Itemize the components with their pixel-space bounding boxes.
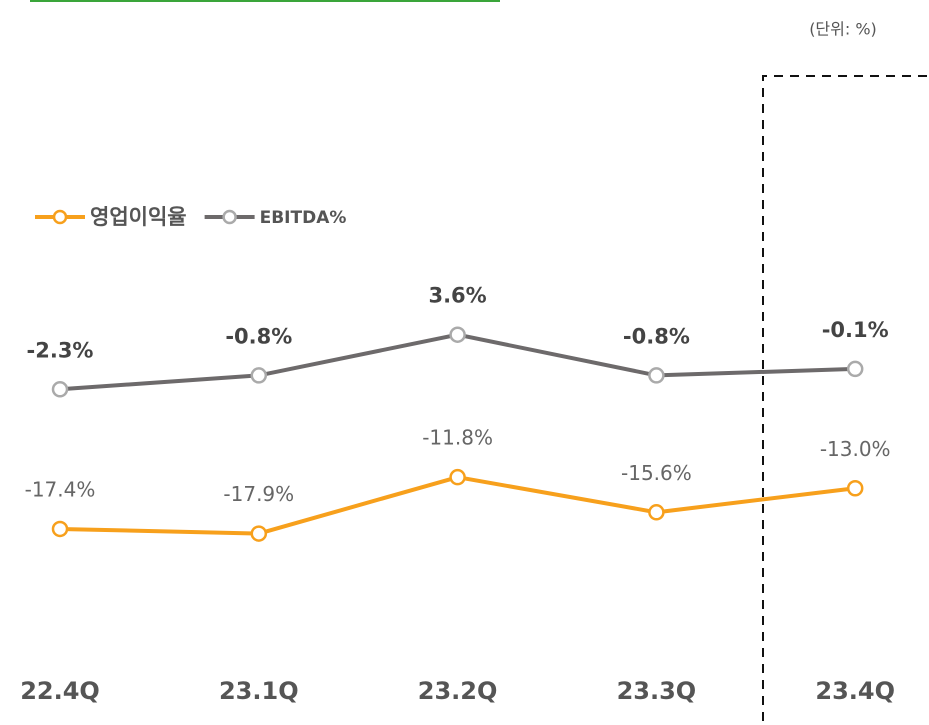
data-label: -2.3% — [27, 338, 94, 362]
data-point — [846, 360, 864, 378]
data-point — [250, 525, 268, 542]
data-label: -0.8% — [623, 324, 690, 348]
data-label: -15.6% — [621, 461, 692, 485]
data-point — [250, 367, 268, 384]
data-label: -17.9% — [223, 482, 294, 506]
legend-marker — [222, 209, 237, 225]
data-label: -0.1% — [822, 318, 889, 342]
data-point — [51, 381, 69, 398]
data-point — [648, 504, 665, 521]
data-point — [449, 468, 466, 486]
data-point — [51, 520, 69, 538]
data-label: -0.8% — [225, 324, 292, 348]
unit-label: (단위: %) — [809, 20, 877, 39]
legend-label: 영업이익율 — [90, 205, 187, 229]
data-label: 3.6% — [428, 284, 486, 308]
highlight-box — [762, 75, 929, 721]
series-line — [59, 475, 856, 536]
x-tick-label: 23.4Q — [815, 677, 895, 705]
data-point — [449, 326, 466, 343]
legend-marker — [52, 209, 68, 225]
x-tick-label: 22.4Q — [20, 677, 100, 705]
data-point — [648, 367, 665, 384]
data-label: -13.0% — [820, 437, 891, 461]
legend-label: EBITDA% — [260, 208, 347, 228]
data-label: -11.8% — [422, 426, 493, 450]
x-tick-label: 23.2Q — [418, 677, 498, 705]
x-tick-label: 23.1Q — [219, 677, 299, 705]
data-label: -17.4% — [25, 477, 96, 501]
x-tick-label: 23.3Q — [617, 677, 697, 705]
data-point — [846, 480, 864, 497]
